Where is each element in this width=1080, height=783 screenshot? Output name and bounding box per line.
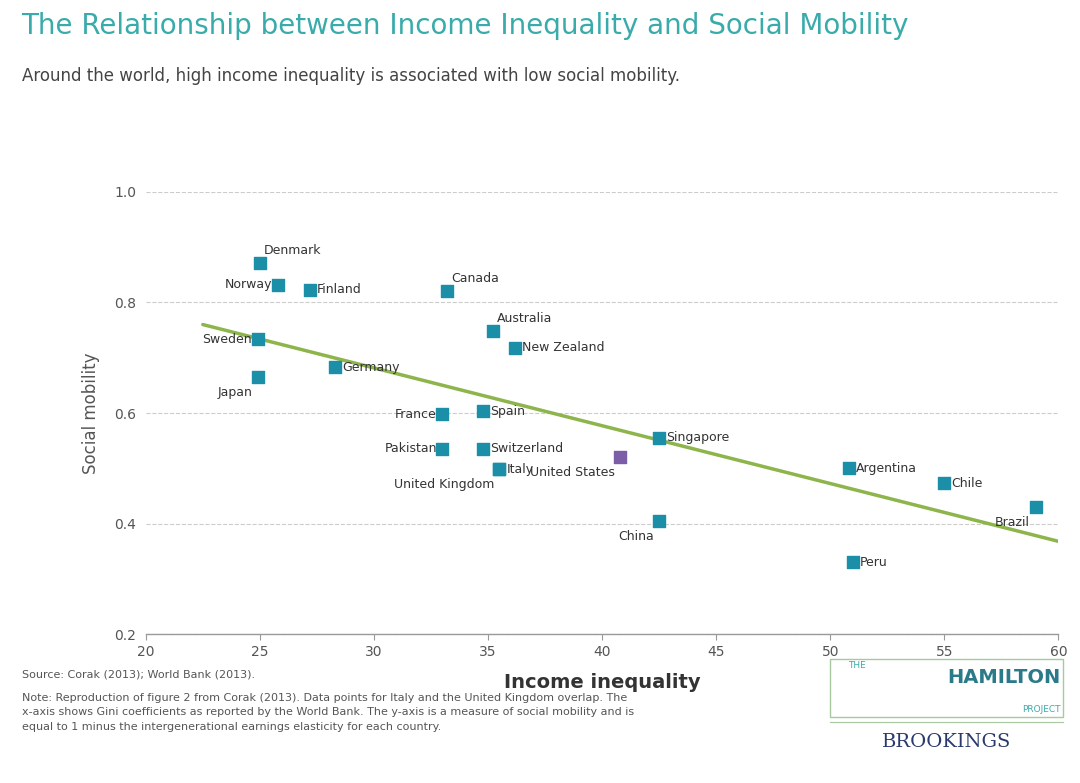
Text: Note: Reproduction of figure 2 from Corak (2013). Data points for Italy and the : Note: Reproduction of figure 2 from Cora… xyxy=(22,693,634,732)
Point xyxy=(438,285,456,298)
Point xyxy=(650,431,667,444)
Text: France: France xyxy=(395,408,436,420)
Text: Singapore: Singapore xyxy=(666,431,729,445)
Text: Norway: Norway xyxy=(225,278,272,291)
Point xyxy=(507,341,524,354)
Text: Source: Corak (2013); World Bank (2013).: Source: Corak (2013); World Bank (2013). xyxy=(22,669,255,680)
Text: Peru: Peru xyxy=(860,556,888,568)
Text: United Kingdom: United Kingdom xyxy=(393,478,494,491)
Point xyxy=(252,256,269,269)
Point xyxy=(475,405,492,417)
Text: Denmark: Denmark xyxy=(264,244,322,257)
Point xyxy=(611,451,629,464)
Text: Australia: Australia xyxy=(497,312,552,325)
Text: Canada: Canada xyxy=(451,272,499,285)
Point xyxy=(1027,501,1044,514)
Point xyxy=(845,556,862,568)
Text: Sweden: Sweden xyxy=(202,333,252,346)
Point xyxy=(490,464,508,476)
Point xyxy=(249,371,267,384)
Point xyxy=(249,334,267,346)
Point xyxy=(434,442,451,455)
Text: PROJECT: PROJECT xyxy=(1022,705,1061,714)
Text: Chile: Chile xyxy=(951,477,983,489)
Text: Argentina: Argentina xyxy=(855,462,917,474)
Text: Italy: Italy xyxy=(507,463,534,476)
Point xyxy=(326,361,343,373)
Text: The Relationship between Income Inequality and Social Mobility: The Relationship between Income Inequali… xyxy=(22,12,909,40)
Point xyxy=(484,325,501,337)
Text: Around the world, high income inequality is associated with low social mobility.: Around the world, high income inequality… xyxy=(22,67,679,85)
Text: Spain: Spain xyxy=(490,405,525,418)
Text: Switzerland: Switzerland xyxy=(490,442,564,456)
Text: China: China xyxy=(618,529,653,543)
Text: United States: United States xyxy=(530,466,615,479)
Text: HAMILTON: HAMILTON xyxy=(947,669,1061,687)
Point xyxy=(935,477,953,489)
Text: Japan: Japan xyxy=(217,386,252,399)
Point xyxy=(301,283,319,296)
Text: New Zealand: New Zealand xyxy=(523,341,605,354)
Point xyxy=(270,279,287,291)
Point xyxy=(434,408,451,420)
Text: Finland: Finland xyxy=(318,283,362,296)
Point xyxy=(475,442,492,455)
Point xyxy=(840,462,858,474)
Text: THE: THE xyxy=(848,661,865,670)
Text: Germany: Germany xyxy=(342,361,400,373)
X-axis label: Income inequality: Income inequality xyxy=(503,673,701,691)
Point xyxy=(650,514,667,527)
Point xyxy=(490,464,508,476)
Text: BROOKINGS: BROOKINGS xyxy=(882,733,1011,751)
Text: Brazil: Brazil xyxy=(995,516,1030,529)
Text: Pakistan: Pakistan xyxy=(384,442,436,456)
Y-axis label: Social mobility: Social mobility xyxy=(82,352,100,474)
